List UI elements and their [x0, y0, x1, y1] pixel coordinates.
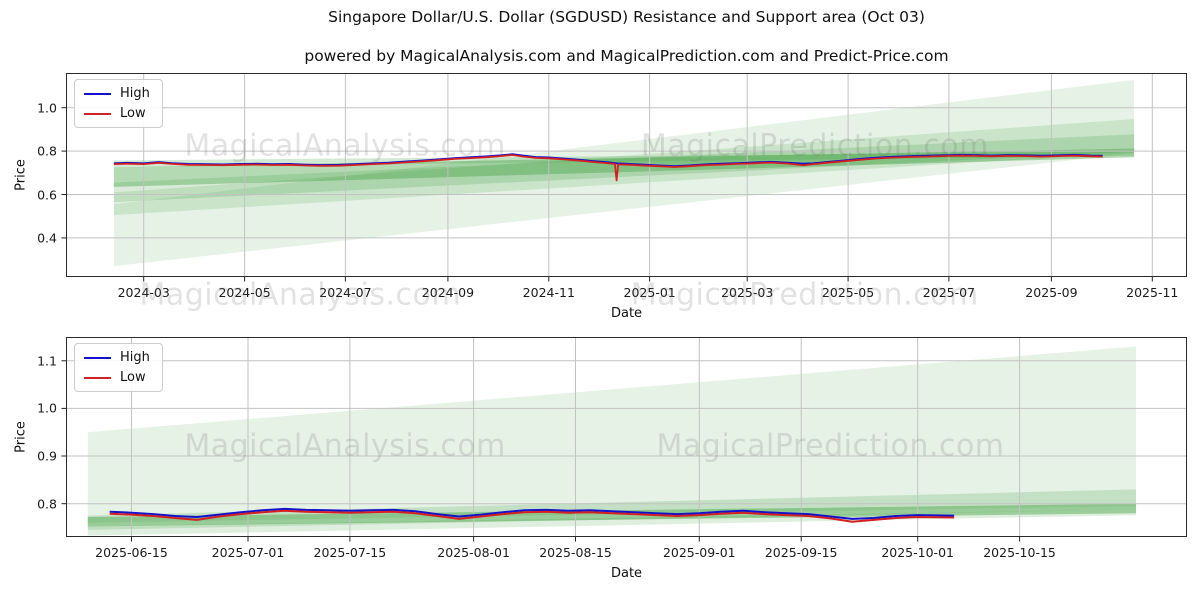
y-axis-label: Price: [13, 159, 29, 191]
watermark-text: MagicalAnalysis.com: [184, 128, 506, 164]
plot-border: [66, 73, 1187, 277]
y-tick-label: 1.0: [37, 400, 57, 416]
x-tick-label: 2025-09: [1025, 285, 1078, 300]
legend-item-low: Low: [84, 107, 150, 120]
x-tick-label: 2025-07-01: [211, 545, 285, 560]
x-axis-label: Date: [610, 566, 643, 581]
legend: High Low: [74, 343, 163, 392]
x-tick-label: 2025-11: [1126, 285, 1179, 300]
x-tick-label: 2025-07-15: [313, 545, 387, 560]
legend: High Low: [74, 79, 163, 128]
x-tick-label: 2024-09: [421, 285, 475, 300]
x-tick-label: 2025-05: [821, 285, 875, 300]
y-tick-label: 0.8: [37, 143, 57, 159]
x-tick-label: 2024-07: [319, 285, 372, 300]
x-tick-label: 2025-09-15: [764, 545, 838, 560]
y-tick-label: 0.4: [37, 230, 57, 246]
x-tick-label: 2025-10-01: [881, 545, 954, 560]
low-line-swatch: [84, 112, 111, 115]
x-tick-label: 2025-09-01: [662, 545, 736, 560]
low-line-swatch: [84, 376, 111, 379]
x-tick-label: 2025-10-15: [983, 545, 1056, 560]
watermark-text: MagicalPrediction.com: [640, 128, 989, 164]
legend-label: High: [120, 350, 150, 365]
series-line-low: [113, 154, 1103, 182]
x-tick-label: 2025-01: [623, 285, 676, 300]
x-axis-label: Date: [610, 306, 643, 321]
legend-label: Low: [120, 106, 146, 121]
x-tick-label: 2024-11: [522, 285, 575, 300]
watermark-text: MagicalPrediction.com: [630, 277, 979, 313]
x-tick-label: 2025-08-15: [539, 545, 612, 560]
watermark-text: MagicalAnalysis.com: [184, 428, 506, 464]
legend-label: Low: [120, 370, 146, 385]
legend-label: High: [120, 86, 150, 101]
x-tick-label: 2025-06-15: [95, 545, 168, 560]
plot-border: [66, 337, 1187, 537]
x-tick-label: 2024-03: [117, 285, 170, 300]
high-line-swatch: [84, 356, 111, 359]
plot-area-0: [61, 73, 1187, 282]
series-line-low: [109, 509, 955, 523]
y-tick-label: 0.9: [37, 448, 57, 464]
legend-item-high: High: [84, 351, 150, 364]
x-tick-label: 2025-08-01: [437, 545, 510, 560]
x-tick-label: 2025-03: [721, 285, 774, 300]
top-chart: 2024-03 2024-05 2024-07 2024-09 2024-11 2025-…: [14, 73, 1187, 321]
plot-area-1: [61, 337, 1187, 542]
y-tick-label: 1.1: [37, 353, 57, 369]
watermark-text: MagicalAnalysis.com: [139, 277, 462, 313]
series-line-high: [109, 507, 955, 520]
support-resistance-band-widest: [113, 79, 1135, 267]
y-tick-label: 0.6: [37, 187, 57, 203]
support-resistance-band-wide: [113, 119, 1135, 216]
x-tick-label: 2024-05: [218, 285, 271, 300]
legend-item-low: Low: [84, 371, 150, 384]
chart-subtitle: powered by MagicalAnalysis.com and Magic…: [304, 47, 949, 65]
y-axis-label: Price: [13, 421, 29, 453]
bottom-chart: 2025-06-15 2025-07-01 2025-07-15 2025-08-01…: [14, 337, 1187, 581]
y-tick-label: 0.8: [37, 496, 57, 512]
x-tick-label: 2025-07: [922, 285, 976, 300]
y-tick-label: 1.0: [37, 100, 57, 116]
chart-title: Singapore Dollar/U.S. Dollar (SGDUSD) Re…: [328, 8, 925, 26]
watermark-text: MagicalPrediction.com: [656, 428, 1005, 464]
high-line-swatch: [84, 92, 111, 95]
legend-item-high: High: [84, 87, 150, 100]
